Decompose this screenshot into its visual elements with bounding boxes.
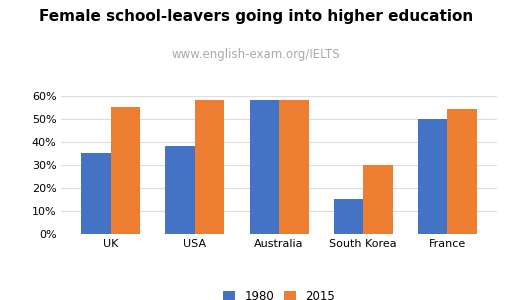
Bar: [249, 100, 279, 234]
Bar: [363, 165, 393, 234]
Bar: [334, 200, 363, 234]
Bar: [447, 110, 477, 234]
Legend: 1980, 2015: 1980, 2015: [219, 285, 339, 300]
Text: www.english-exam.org/IELTS: www.english-exam.org/IELTS: [172, 48, 340, 61]
Text: Female school-leavers going into higher education: Female school-leavers going into higher …: [39, 9, 473, 24]
Bar: [418, 118, 447, 234]
Bar: [195, 100, 224, 234]
Bar: [111, 107, 140, 234]
Bar: [165, 146, 195, 234]
Bar: [279, 100, 309, 234]
Bar: [81, 153, 111, 234]
